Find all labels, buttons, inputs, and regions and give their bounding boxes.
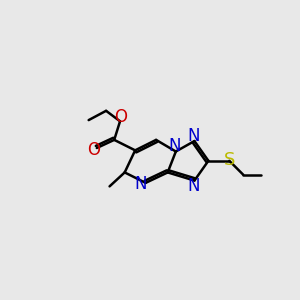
Text: O: O [114,108,127,126]
Text: S: S [224,151,235,169]
Text: N: N [134,175,147,193]
Text: O: O [87,141,100,159]
Text: N: N [187,127,200,145]
Text: N: N [187,177,200,195]
Text: N: N [168,137,181,155]
